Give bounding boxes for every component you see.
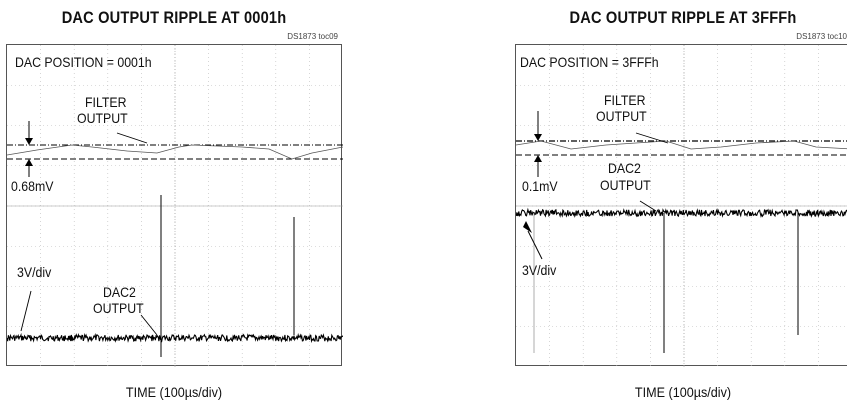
scale-label: 3V/div (522, 262, 557, 278)
x-axis-label: TIME (100µs/div) (125, 384, 223, 400)
dac2-output-trace (7, 332, 343, 344)
filter-label: FILTER (85, 94, 127, 110)
chart-panel-left: DAC OUTPUT RIPPLE AT 0001h DS1873 toc09 … (6, 0, 343, 414)
ripple-value-label: 0.68mV (11, 178, 54, 194)
dac-position-label: DAC POSITION = 0001h (15, 54, 152, 70)
dac-position-label: DAC POSITION = 3FFFh (520, 54, 659, 70)
x-axis-label: TIME (100µs/div) (634, 384, 732, 400)
dac-label: DAC2 (608, 160, 641, 176)
chart-panel-right: DAC OUTPUT RIPPLE AT 3FFFh DS1873 toc10 … (515, 0, 847, 414)
ripple-arrow-top-head (534, 134, 542, 141)
plot-area: DAC POSITION = 0001h FILTER OUTPUT 0.68m… (6, 44, 343, 367)
filter-output-label: OUTPUT (596, 108, 647, 124)
dac-label: DAC2 (103, 284, 136, 300)
dac-output-leader (639, 200, 657, 212)
chart-title: DAC OUTPUT RIPPLE AT 0001h (61, 8, 287, 27)
filter-output-leader (116, 132, 148, 144)
filter-output-trace (7, 144, 343, 160)
scope-trace-svg (516, 45, 847, 367)
ripple-value-label: 0.1mV (522, 178, 558, 194)
filter-output-leader (635, 132, 669, 144)
dac-output-leader (140, 314, 158, 336)
scale-arrow-shaft (527, 230, 543, 260)
dac-output-label: OUTPUT (93, 300, 144, 316)
scale-label: 3V/div (17, 264, 52, 280)
scale-leader (20, 290, 32, 332)
ripple-arrow-bottom-head (25, 159, 33, 166)
chart-title: DAC OUTPUT RIPPLE AT 3FFFh (569, 8, 797, 27)
scope-trace-svg (7, 45, 343, 367)
filter-output-trace (516, 140, 847, 150)
figure-id: DS1873 toc10 (796, 32, 847, 41)
filter-label: FILTER (604, 92, 646, 108)
plot-area: DAC POSITION = 3FFFh FILTER OUTPUT 0.1mV… (515, 44, 847, 367)
ripple-arrow-bottom-head (534, 155, 542, 162)
dac2-output-trace (516, 207, 847, 218)
scale-arrow-head (523, 221, 532, 233)
ripple-arrow-top-head (25, 138, 33, 145)
figure-id: DS1873 toc09 (287, 32, 338, 41)
filter-output-label: OUTPUT (77, 110, 128, 126)
dac-output-label: OUTPUT (600, 177, 651, 193)
